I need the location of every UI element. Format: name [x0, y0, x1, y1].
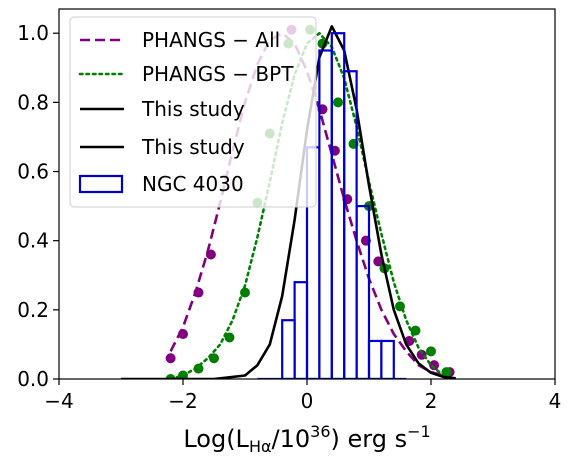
phangs-bpt-points-point-3	[193, 363, 204, 374]
histogram-bar-7	[343, 70, 358, 379]
legend: PHANGS − All PHANGS − BPT This study This s…	[69, 16, 317, 208]
phangs-all-points-point-2	[178, 329, 188, 340]
phangs-bpt-points-point-4	[209, 353, 219, 364]
phangs-bpt-points-point-18	[426, 346, 436, 357]
x-axis-label-suffix-superscript: −1	[407, 422, 431, 441]
phangs-bpt-points-point-19	[441, 367, 452, 378]
y-tick-label-2: 0.2	[17, 298, 49, 322]
legend-entry-5-label: NGC 4030	[142, 172, 244, 196]
y-tick-label-4: 0.6	[17, 160, 49, 184]
x-tick-label-4: 2	[425, 389, 438, 413]
this-study-curve	[121, 24, 456, 379]
x-axis-label-superscript: 36	[310, 422, 330, 441]
phangs-bpt-points-point-12	[333, 97, 343, 108]
x-tick-label-5: 4	[549, 389, 562, 413]
phangs-all-points-point-3	[193, 287, 204, 298]
phangs-bpt-points-point-16	[395, 301, 405, 312]
histogram-bar-2	[281, 319, 296, 379]
legend-entry-2-label: PHANGS − BPT	[142, 62, 294, 86]
phangs-all-points-point-4	[205, 249, 216, 260]
histogram-bar-9	[367, 339, 383, 379]
y-tick-label-5: 0.8	[17, 90, 49, 114]
x-tick-label-2: −2	[168, 389, 197, 413]
y-tick-label-6: 1.0	[17, 21, 49, 45]
phangs-all-points-point-13	[429, 360, 440, 371]
phangs-all-points-point-1	[165, 353, 176, 364]
legend-box	[69, 16, 317, 208]
legend-entry-3-label: This study	[141, 97, 245, 121]
x-tick-label-3: 0	[301, 389, 314, 413]
y-tick-label-3: 0.4	[17, 229, 49, 253]
phangs-bpt-points-point-2	[178, 370, 188, 379]
phangs-bpt-points-point-5	[224, 332, 235, 343]
legend-entry-1-label: PHANGS − All	[142, 28, 280, 52]
y-tick-label-1: 0.0	[17, 367, 49, 391]
histogram-bar-10	[380, 339, 395, 379]
histogram-bar-5	[318, 49, 333, 379]
phangs-bpt-points-point-17	[410, 325, 421, 336]
x-axis-label: Log(LHα/1036) erg s−1	[183, 422, 430, 456]
legend-entry-5-swatch	[78, 174, 124, 194]
x-tick-label-1: −4	[44, 389, 73, 413]
histogram-bar-3	[293, 281, 309, 379]
phangs-bpt-points-point-6	[240, 287, 250, 298]
legend-entry-4-label: This study	[141, 135, 245, 159]
axes: −4 −2 0 2 4 0.0 0.2 0.4 0.6 0.8 1.0	[17, 21, 561, 413]
x-axis-label-middle: /10	[272, 425, 311, 453]
phangs-all-points-point-10	[373, 256, 384, 267]
histogram-bar-8	[355, 205, 371, 379]
histogram-bar-6	[330, 32, 346, 379]
x-axis-label-suffix: ) erg s	[331, 425, 408, 453]
x-axis-label-prefix: Log(L	[183, 425, 249, 453]
x-axis-label-subscript: Hα	[249, 437, 272, 456]
